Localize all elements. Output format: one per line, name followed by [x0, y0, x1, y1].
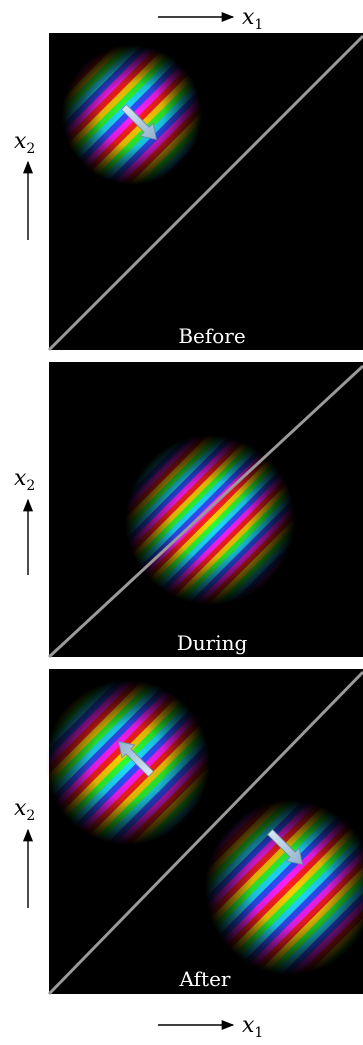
- panel-during-caption: During: [177, 631, 248, 655]
- panel-after-diagonal: [47, 670, 363, 996]
- panel-during-diagonal: [47, 364, 363, 659]
- top-x1-axis: x1: [158, 5, 263, 33]
- bottom-x1-axis: x1: [158, 1013, 263, 1041]
- bottom-x1-axis-label: x1: [242, 1013, 263, 1041]
- panel-after: After: [45, 669, 363, 996]
- panel-before: Before: [47, 33, 363, 352]
- panel-before-diagonal: [47, 34, 363, 352]
- panel-after-y-axis: x2: [14, 796, 35, 908]
- panel-during-y-label: x2: [14, 466, 35, 494]
- wavepacket-during: [125, 435, 295, 605]
- panel-before-caption: Before: [178, 324, 245, 348]
- panel-after-caption: After: [179, 967, 231, 991]
- wavepacket-after-upper: [45, 680, 210, 845]
- panel-during-y-axis: x2: [14, 466, 35, 575]
- panel-before-y-label: x2: [14, 129, 35, 157]
- momentum-arrow-after-upper: [117, 740, 155, 778]
- momentum-arrow-before: [120, 103, 158, 141]
- momentum-arrow-after-lower: [266, 828, 304, 866]
- panel-during: During: [47, 362, 363, 659]
- panel-after-y-label: x2: [14, 796, 35, 824]
- top-x1-axis-label: x1: [242, 5, 263, 33]
- wavepacket-after-lower: [205, 800, 363, 975]
- panel-before-y-axis: x2: [14, 129, 35, 240]
